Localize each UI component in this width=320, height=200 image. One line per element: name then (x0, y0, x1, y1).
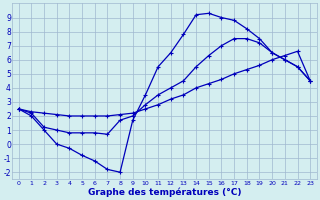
X-axis label: Graphe des températures (°C): Graphe des températures (°C) (88, 187, 241, 197)
